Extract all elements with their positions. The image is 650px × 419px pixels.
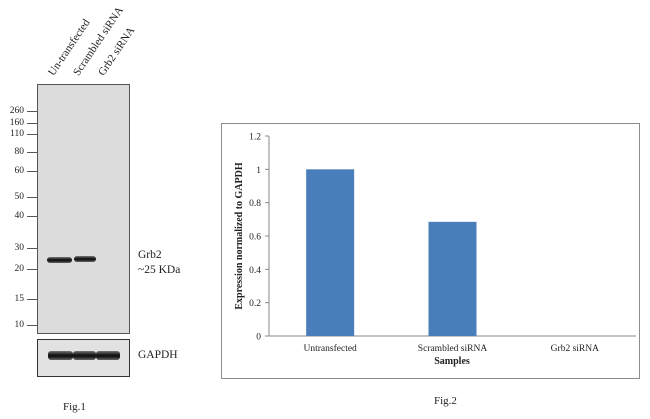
mw-tick bbox=[27, 325, 37, 326]
band-gapdh-scrambled bbox=[73, 351, 96, 360]
band-gapdh-untransfected bbox=[48, 351, 73, 360]
y-tick-label: 0 bbox=[256, 333, 261, 343]
mw-marker: 60 bbox=[14, 166, 25, 176]
mw-tick bbox=[27, 111, 37, 112]
x-categories: Untransfected Scrambled siRNA Grb2 siRNA bbox=[304, 343, 600, 354]
y-tick-label: 1.2 bbox=[249, 133, 261, 143]
target-protein-label: Grb2 bbox=[138, 249, 162, 261]
mw-tick bbox=[27, 134, 37, 135]
mw-marker: 260 bbox=[9, 106, 24, 116]
x-axis-title: Samples bbox=[434, 356, 470, 367]
fig2-caption: Fig.2 bbox=[434, 395, 457, 407]
band-grb2-scrambled bbox=[74, 256, 96, 262]
y-tick-label: 0.8 bbox=[249, 199, 261, 209]
mw-tick bbox=[27, 197, 37, 198]
y-tick-label: 0.2 bbox=[249, 299, 261, 309]
band-grb2-untransfected bbox=[47, 257, 72, 263]
x-category-label: Scrambled siRNA bbox=[418, 344, 488, 354]
fig1-caption: Fig.1 bbox=[63, 401, 86, 413]
x-category-label: Untransfected bbox=[304, 343, 358, 354]
mw-tick bbox=[27, 171, 37, 172]
mw-tick bbox=[27, 248, 37, 249]
blot-membrane-grb2 bbox=[37, 84, 130, 334]
mw-marker: 40 bbox=[14, 211, 25, 221]
y-tick-label: 0.6 bbox=[249, 233, 261, 243]
mw-marker: 20 bbox=[14, 264, 25, 274]
y-axis-title: Expression normalized to GAPDH bbox=[234, 162, 245, 310]
x-category-label: Grb2 siRNA bbox=[551, 344, 599, 354]
fig2-bar-chart: 0 0.2 0.4 0.6 0.8 1 1.2 Untransfected Scrambled… bbox=[234, 133, 636, 367]
mw-tick bbox=[27, 123, 37, 124]
band-gapdh-grb2-sirna bbox=[96, 351, 120, 360]
bar-scrambled-sirna bbox=[428, 221, 477, 336]
mw-marker: 160 bbox=[9, 118, 24, 128]
bars bbox=[306, 169, 477, 336]
y-tick-label: 0.4 bbox=[249, 266, 261, 276]
mw-tick bbox=[27, 216, 37, 217]
mw-tick bbox=[27, 152, 37, 153]
bar-untransfected bbox=[306, 169, 355, 336]
target-size-label: ~25 KDa bbox=[138, 264, 181, 276]
y-tick-label: 1 bbox=[256, 166, 261, 176]
mw-tick bbox=[27, 299, 37, 300]
y-ticks: 0 0.2 0.4 0.6 0.8 1 1.2 bbox=[249, 133, 269, 343]
fig2-chart-frame: 0 0.2 0.4 0.6 0.8 1 1.2 Untransfected Scrambled… bbox=[221, 123, 640, 379]
mw-marker: 15 bbox=[14, 294, 25, 304]
mw-marker: 10 bbox=[14, 320, 25, 330]
mw-marker: 80 bbox=[14, 147, 25, 157]
blot-membrane-gapdh bbox=[37, 339, 130, 377]
mw-marker: 50 bbox=[14, 192, 25, 202]
mw-marker: 30 bbox=[14, 243, 25, 253]
mw-tick bbox=[27, 269, 37, 270]
mw-marker: 110 bbox=[10, 129, 24, 139]
control-protein-label: GAPDH bbox=[138, 349, 178, 361]
